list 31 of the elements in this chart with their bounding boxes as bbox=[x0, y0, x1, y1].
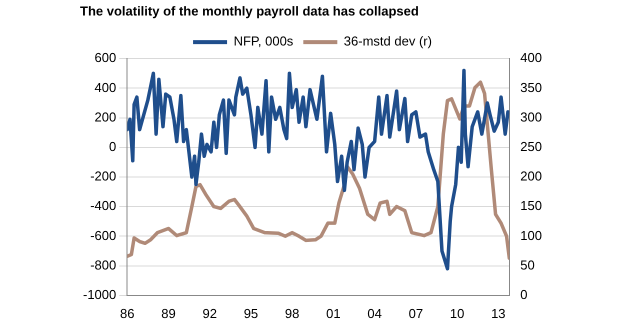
y-tick-label: -800 bbox=[90, 257, 116, 272]
x-tick-label: 01 bbox=[326, 306, 341, 321]
y2-tick-label: 350 bbox=[520, 80, 542, 95]
y-tick-label: 200 bbox=[94, 109, 116, 124]
x-tick-label: 98 bbox=[284, 306, 300, 321]
x-tick-label: 07 bbox=[408, 306, 424, 321]
y-tick-label: -200 bbox=[90, 168, 116, 184]
y2-tick-label: 400 bbox=[520, 50, 542, 66]
y2-tick-label: 0 bbox=[520, 286, 528, 302]
y2-tick-label: 50 bbox=[520, 257, 535, 272]
y2-tick-label: 150 bbox=[520, 198, 542, 214]
y-tick-label: -600 bbox=[90, 228, 116, 243]
legend-label: NFP, 000s bbox=[234, 34, 294, 49]
legend-label: 36-mstd dev (r) bbox=[344, 34, 432, 49]
x-tick-label: 04 bbox=[367, 306, 382, 321]
y-tick-label: -400 bbox=[90, 198, 116, 214]
y-tick-label: 0 bbox=[109, 138, 116, 154]
y-tick-label: 600 bbox=[94, 50, 116, 66]
x-tick-label: 95 bbox=[244, 306, 258, 321]
x-tick-label: 13 bbox=[491, 306, 506, 321]
y-tick-label: -1000 bbox=[83, 286, 116, 302]
y-tick-label: 400 bbox=[94, 80, 116, 95]
y2-tick-label: 100 bbox=[520, 228, 542, 243]
x-tick-label: 86 bbox=[120, 306, 134, 321]
y2-tick-label: 250 bbox=[520, 138, 542, 154]
x-tick-label: 92 bbox=[202, 306, 217, 321]
x-tick-label: 10 bbox=[450, 306, 464, 321]
y2-tick-label: 300 bbox=[520, 109, 542, 124]
chart-title: The volatility of the monthly payroll data has collapsed bbox=[80, 3, 419, 18]
x-tick-label: 89 bbox=[161, 306, 176, 321]
y2-tick-label: 200 bbox=[520, 168, 542, 184]
